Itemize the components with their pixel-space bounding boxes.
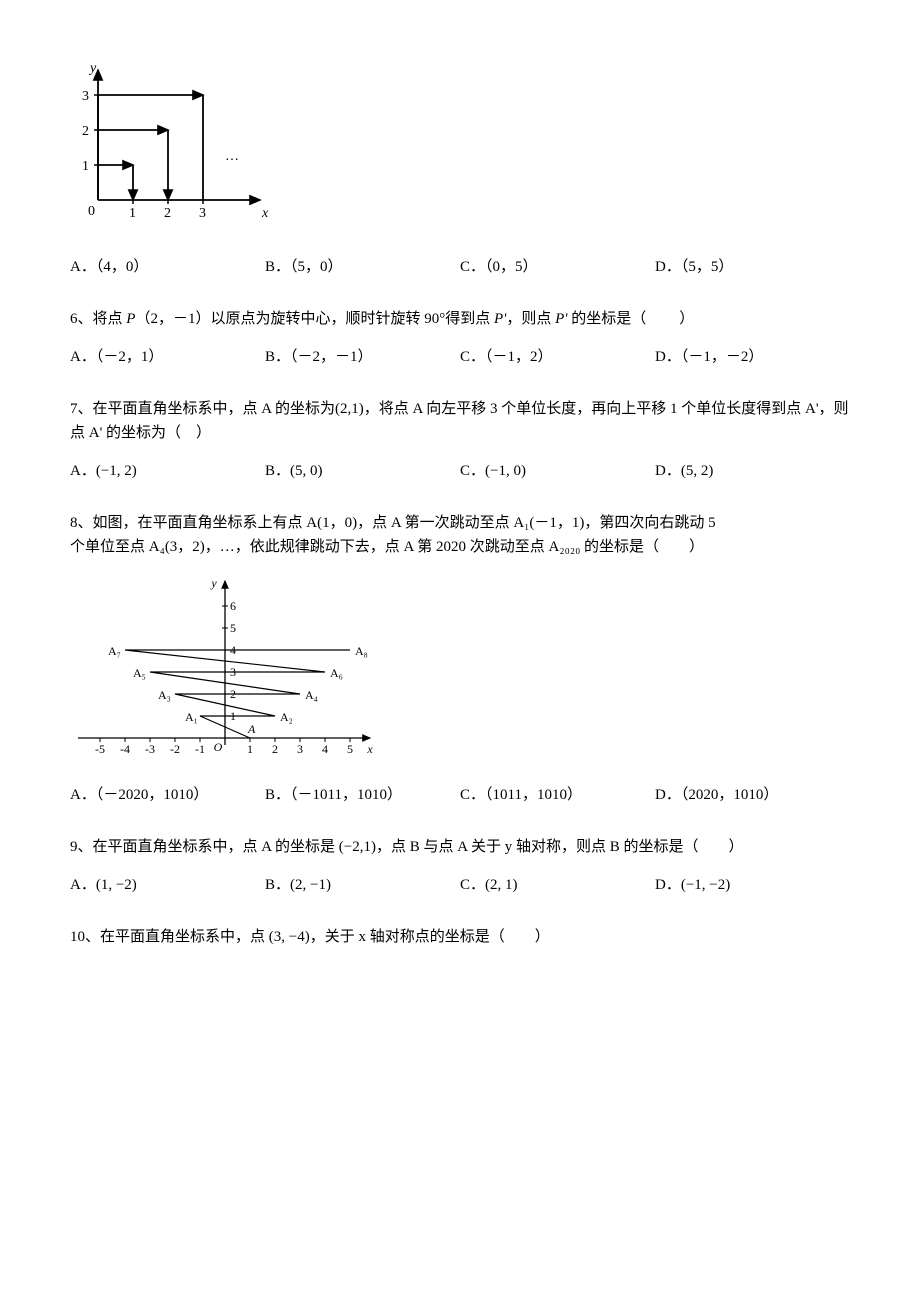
q10-text: 10、在平面直角坐标系中，点 (3, −4)，关于 x 轴对称点的坐标是（ ）	[70, 925, 850, 949]
q8-option-c: C．（1011，1010）	[460, 783, 655, 807]
svg-text:5: 5	[347, 742, 353, 756]
q5-option-c: C．（0，5）	[460, 255, 655, 279]
svg-text:3: 3	[297, 742, 303, 756]
svg-text:…: …	[225, 149, 239, 164]
svg-text:6: 6	[230, 599, 236, 613]
svg-text:A₂: A₂	[280, 710, 293, 724]
svg-text:-4: -4	[120, 742, 130, 756]
q5-options-row: A．（4，0） B．（5，0） C．（0，5） D．（5，5）	[70, 255, 850, 279]
svg-text:A₁: A₁	[185, 710, 198, 724]
q9-option-c: C．(2, 1)	[460, 873, 655, 897]
q7: 7、在平面直角坐标系中，点 A 的坐标为(2,1)，将点 A 向左平移 3 个单…	[70, 397, 850, 483]
zigzag-svg: -5-4-3 -2-1 123 45 O 123 456 x y A A₁ A₂…	[70, 573, 380, 763]
q6-option-b: B．（－2，－1）	[265, 345, 460, 369]
svg-text:O: O	[214, 740, 223, 754]
svg-text:2: 2	[164, 206, 171, 221]
svg-text:x: x	[261, 206, 269, 221]
svg-text:A₆: A₆	[330, 666, 343, 680]
svg-text:x: x	[366, 742, 373, 756]
svg-text:2: 2	[82, 124, 89, 139]
q8-option-b: B．（－1011，1010）	[265, 783, 460, 807]
svg-text:4: 4	[322, 742, 328, 756]
svg-text:3: 3	[199, 206, 206, 221]
q7-option-a: A．(−1, 2)	[70, 459, 265, 483]
svg-text:A₈: A₈	[355, 644, 368, 658]
q5-option-d: D．（5，5）	[655, 255, 850, 279]
svg-text:A₄: A₄	[305, 688, 318, 702]
q5-figure: 0 1 2 3 1 2 3 x y …	[70, 60, 850, 235]
q9: 9、在平面直角坐标系中，点 A 的坐标是 (−2,1)，点 B 与点 A 关于 …	[70, 835, 850, 897]
q9-option-d: D．(−1, −2)	[655, 873, 850, 897]
svg-text:5: 5	[230, 621, 236, 635]
q9-text: 9、在平面直角坐标系中，点 A 的坐标是 (−2,1)，点 B 与点 A 关于 …	[70, 835, 850, 859]
q8-option-a: A．（－2020，1010）	[70, 783, 265, 807]
svg-text:y: y	[88, 61, 97, 76]
q7-option-d: D．(5, 2)	[655, 459, 850, 483]
svg-text:-2: -2	[170, 742, 180, 756]
svg-text:-5: -5	[95, 742, 105, 756]
svg-text:3: 3	[82, 89, 89, 104]
q8-text: 8、如图，在平面直角坐标系上有点 A(1，0)，点 A 第一次跳动至点 A₁(－…	[70, 511, 850, 559]
origin-label: 0	[88, 204, 95, 219]
svg-text:A₇: A₇	[108, 644, 121, 658]
q7-option-c: C．(−1, 0)	[460, 459, 655, 483]
q6: 6、将点 P（2，－1）以原点为旋转中心，顺时针旋转 90°得到点 P'，则点 …	[70, 307, 850, 369]
svg-text:A₅: A₅	[133, 666, 146, 680]
q8: 8、如图，在平面直角坐标系上有点 A(1，0)，点 A 第一次跳动至点 A₁(－…	[70, 511, 850, 807]
q6-option-c: C．（－1，2）	[460, 345, 655, 369]
q10: 10、在平面直角坐标系中，点 (3, −4)，关于 x 轴对称点的坐标是（ ）	[70, 925, 850, 949]
q7-option-b: B．(5, 0)	[265, 459, 460, 483]
q6-option-d: D．（－1，－2）	[655, 345, 850, 369]
q9-option-a: A．(1, −2)	[70, 873, 265, 897]
q5-option-a: A．（4，0）	[70, 255, 265, 279]
svg-text:1: 1	[82, 159, 89, 174]
q9-option-b: B．(2, −1)	[265, 873, 460, 897]
q7-text: 7、在平面直角坐标系中，点 A 的坐标为(2,1)，将点 A 向左平移 3 个单…	[70, 397, 850, 445]
q8-option-d: D．（2020，1010）	[655, 783, 850, 807]
q5-option-b: B．（5，0）	[265, 255, 460, 279]
svg-text:2: 2	[272, 742, 278, 756]
svg-text:y: y	[210, 576, 217, 590]
svg-text:-1: -1	[195, 742, 205, 756]
svg-text:1: 1	[129, 206, 136, 221]
svg-text:1: 1	[247, 742, 253, 756]
svg-text:A₃: A₃	[158, 688, 171, 702]
q6-text: 6、将点 P（2，－1）以原点为旋转中心，顺时针旋转 90°得到点 P'，则点 …	[70, 307, 850, 331]
arrow-path-svg: 0 1 2 3 1 2 3 x y …	[70, 60, 275, 235]
q8-figure: -5-4-3 -2-1 123 45 O 123 456 x y A A₁ A₂…	[70, 573, 850, 763]
q6-option-a: A．（－2，1）	[70, 345, 265, 369]
svg-text:-3: -3	[145, 742, 155, 756]
svg-text:A: A	[247, 722, 256, 736]
